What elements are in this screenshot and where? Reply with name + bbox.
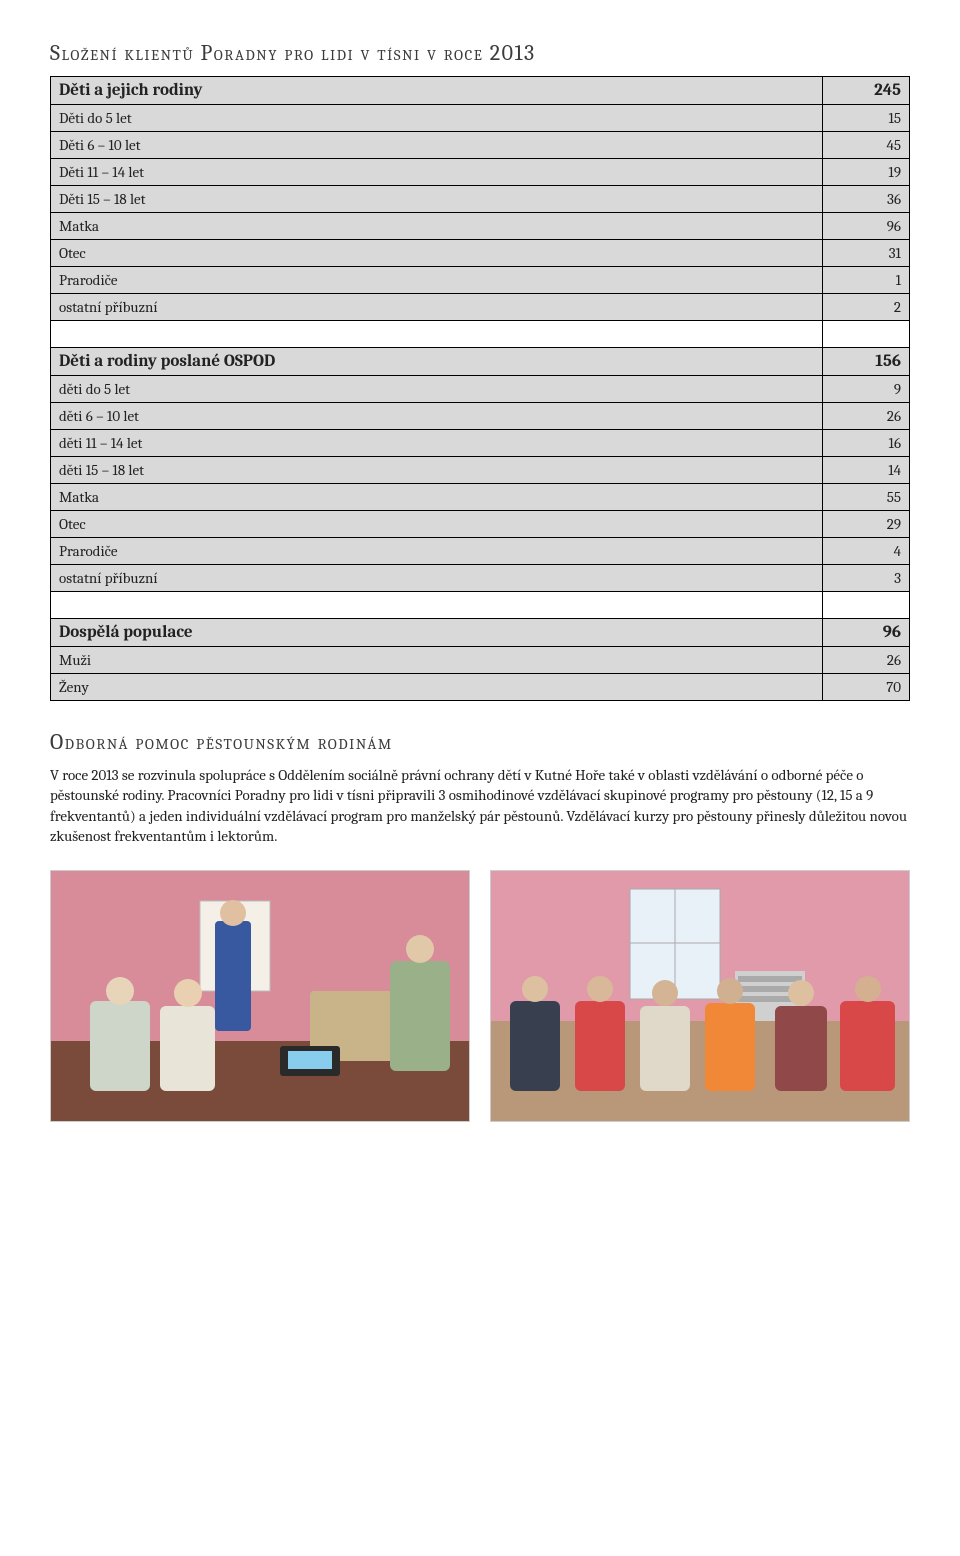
- row-value: 36: [823, 186, 910, 213]
- table-row: Děti 6 – 10 let45: [51, 132, 910, 159]
- photo-right: [490, 870, 910, 1122]
- row-value: 16: [823, 430, 910, 457]
- row-value: 31: [823, 240, 910, 267]
- row-label: Otec: [51, 240, 823, 267]
- spacer-row: [51, 321, 910, 348]
- table-row: Děti 15 – 18 let36: [51, 186, 910, 213]
- section2-title: Odborná pomoc pěstounským rodinám: [50, 729, 910, 755]
- row-label: Prarodiče: [51, 267, 823, 294]
- row-value: 245: [823, 77, 910, 105]
- row-label: Dospělá populace: [51, 619, 823, 647]
- row-value: 70: [823, 674, 910, 701]
- row-value: 3: [823, 565, 910, 592]
- row-label: Muži: [51, 647, 823, 674]
- section2-paragraph: V roce 2013 se rozvinula spolupráce s Od…: [50, 765, 910, 846]
- row-label: Děti a rodiny poslané OSPOD: [51, 348, 823, 376]
- row-label: děti 6 – 10 let: [51, 403, 823, 430]
- table-row: Muži26: [51, 647, 910, 674]
- table-row: Prarodiče1: [51, 267, 910, 294]
- table-row: Děti a rodiny poslané OSPOD156: [51, 348, 910, 376]
- table-row: ostatní příbuzní2: [51, 294, 910, 321]
- table-row: Otec31: [51, 240, 910, 267]
- table-row: děti 15 – 18 let14: [51, 457, 910, 484]
- row-value: 4: [823, 538, 910, 565]
- row-value: 55: [823, 484, 910, 511]
- table-row: Otec29: [51, 511, 910, 538]
- photo-row: [50, 870, 910, 1122]
- row-label: Děti 15 – 18 let: [51, 186, 823, 213]
- row-value: 45: [823, 132, 910, 159]
- row-label: ostatní příbuzní: [51, 565, 823, 592]
- row-value: 2: [823, 294, 910, 321]
- row-label: děti 11 – 14 let: [51, 430, 823, 457]
- table-row: Matka96: [51, 213, 910, 240]
- table-row: děti 6 – 10 let26: [51, 403, 910, 430]
- clients-composition-table: Děti a jejich rodiny245Děti do 5 let15Dě…: [50, 76, 910, 701]
- table-row: děti 11 – 14 let16: [51, 430, 910, 457]
- row-value: 14: [823, 457, 910, 484]
- row-value: 96: [823, 619, 910, 647]
- table-row: Ženy70: [51, 674, 910, 701]
- row-label: Matka: [51, 213, 823, 240]
- row-label: Děti do 5 let: [51, 105, 823, 132]
- row-label: Děti 6 – 10 let: [51, 132, 823, 159]
- table-row: Děti do 5 let15: [51, 105, 910, 132]
- section1-title: Složení klientů Poradny pro lidi v tísni…: [50, 40, 910, 66]
- table-row: Dospělá populace96: [51, 619, 910, 647]
- row-label: Otec: [51, 511, 823, 538]
- row-label: Prarodiče: [51, 538, 823, 565]
- row-value: 9: [823, 376, 910, 403]
- table-row: Prarodiče4: [51, 538, 910, 565]
- table-row: Děti a jejich rodiny245: [51, 77, 910, 105]
- row-label: děti 15 – 18 let: [51, 457, 823, 484]
- row-value: 26: [823, 647, 910, 674]
- photo-left: [50, 870, 470, 1122]
- table-row: Matka55: [51, 484, 910, 511]
- row-label: ostatní příbuzní: [51, 294, 823, 321]
- row-value: 96: [823, 213, 910, 240]
- row-value: 29: [823, 511, 910, 538]
- table-row: děti do 5 let9: [51, 376, 910, 403]
- row-label: Děti 11 – 14 let: [51, 159, 823, 186]
- spacer-row: [51, 592, 910, 619]
- row-label: Ženy: [51, 674, 823, 701]
- table-row: ostatní příbuzní3: [51, 565, 910, 592]
- row-value: 1: [823, 267, 910, 294]
- row-value: 19: [823, 159, 910, 186]
- row-label: Matka: [51, 484, 823, 511]
- row-value: 156: [823, 348, 910, 376]
- table-row: Děti 11 – 14 let19: [51, 159, 910, 186]
- row-label: děti do 5 let: [51, 376, 823, 403]
- row-value: 15: [823, 105, 910, 132]
- row-label: Děti a jejich rodiny: [51, 77, 823, 105]
- row-value: 26: [823, 403, 910, 430]
